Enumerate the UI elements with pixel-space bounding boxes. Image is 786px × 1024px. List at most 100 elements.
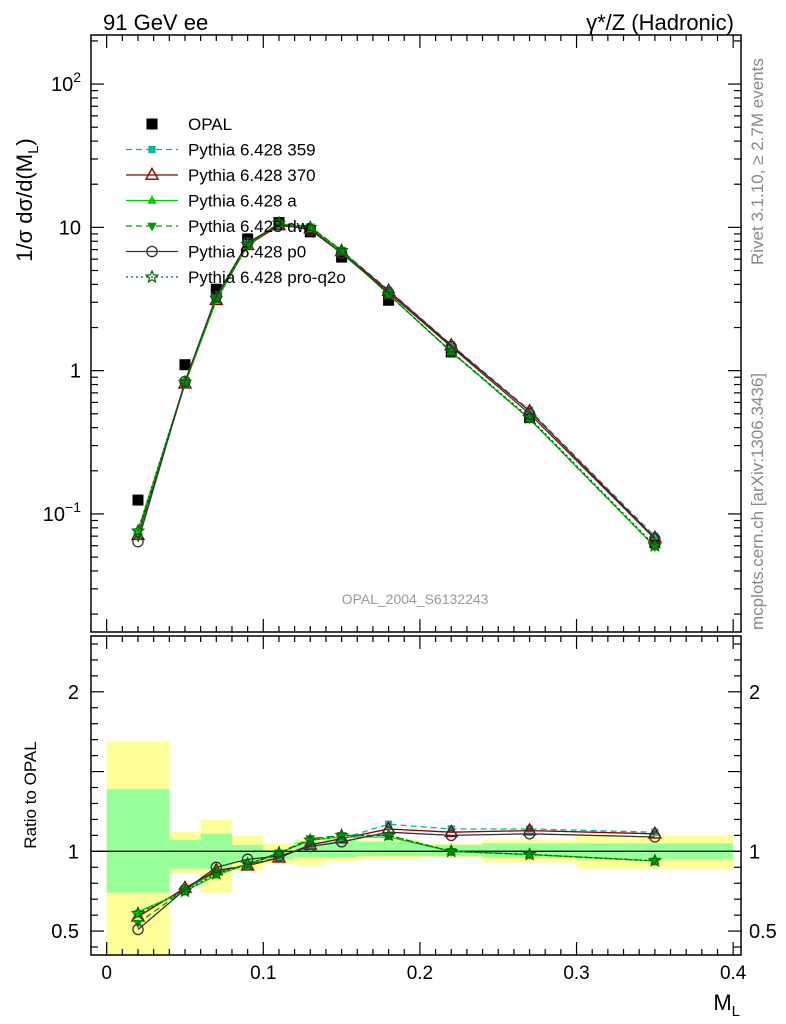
y-tick-label: 102 bbox=[51, 69, 81, 96]
data-point bbox=[179, 359, 191, 371]
ratio-point bbox=[522, 846, 537, 861]
ratio-y-tick-label: 1 bbox=[68, 841, 79, 863]
legend-label: Pythia 6.428 a bbox=[188, 192, 297, 211]
legend-entry: Pythia 6.428 p0 bbox=[126, 243, 306, 262]
data-point bbox=[383, 294, 395, 306]
data-point bbox=[647, 538, 663, 552]
ratio-point bbox=[650, 857, 660, 867]
header-left: 91 GeV ee bbox=[103, 10, 208, 35]
main-series-0 bbox=[132, 217, 661, 549]
ratio-point bbox=[446, 848, 457, 857]
x-axis-label: ML bbox=[713, 990, 740, 1020]
ratio-point bbox=[381, 827, 396, 842]
ratio-point bbox=[210, 861, 223, 874]
legend-entry: OPAL bbox=[146, 115, 232, 134]
ratio-y-tick-label: 0.5 bbox=[51, 921, 79, 943]
data-point bbox=[304, 224, 317, 236]
ratio-point bbox=[273, 850, 285, 862]
x-tick-label: 0 bbox=[101, 963, 112, 984]
x-tick-label: 0.3 bbox=[563, 963, 589, 984]
data-point bbox=[383, 291, 394, 300]
analysis-watermark: OPAL_2004_S6132243 bbox=[342, 591, 489, 607]
ratio-y-tick-label: 2 bbox=[68, 682, 79, 704]
legend-label: OPAL bbox=[188, 115, 232, 134]
data-point bbox=[240, 236, 255, 251]
ratio-point bbox=[335, 836, 348, 848]
ratio-point bbox=[209, 866, 224, 880]
ratio-line bbox=[137, 831, 655, 930]
data-point bbox=[336, 251, 348, 263]
ratio-point bbox=[649, 831, 661, 843]
data-point bbox=[303, 219, 318, 234]
legend-entry: Pythia 6.428 dw bbox=[126, 217, 310, 236]
data-point bbox=[649, 533, 661, 545]
ratio-plot-panel: 0.5 0.5 1 1 2 2 0 0.1 0.2 0.3 0.4 bbox=[51, 635, 777, 984]
ratio-point bbox=[271, 845, 287, 860]
legend: OPAL Pythia 6.428 359 Pythia 6.428 370 Pyth… bbox=[126, 115, 346, 287]
ratio-point bbox=[447, 825, 455, 833]
ratio-point bbox=[444, 843, 459, 858]
side-label-mcplots: mcplots.cern.ch [arXiv:1306.3436] bbox=[748, 373, 767, 630]
ratio-point bbox=[523, 828, 536, 840]
ratio-point bbox=[211, 868, 222, 878]
ratio-point bbox=[132, 923, 144, 936]
ratio-y-tick-label-right: 0.5 bbox=[749, 921, 777, 943]
ratio-point bbox=[445, 829, 457, 842]
main-plot-frame bbox=[90, 34, 742, 633]
ratio-point bbox=[305, 835, 316, 844]
ratio-point bbox=[240, 856, 255, 871]
y-tick-label: 10−1 bbox=[43, 499, 81, 526]
ratio-y-tick-label-right: 1 bbox=[749, 841, 760, 863]
series-line bbox=[137, 222, 656, 547]
data-point bbox=[242, 241, 253, 251]
legend-marker bbox=[146, 118, 158, 130]
data-point bbox=[132, 535, 144, 548]
legend-marker bbox=[144, 269, 160, 284]
main-ylabel: 1/σ dσ/d(ML) bbox=[12, 138, 42, 262]
data-point bbox=[271, 215, 287, 230]
legend-entry: Pythia 6.428 370 bbox=[126, 166, 316, 185]
ratio-point bbox=[382, 826, 395, 838]
data-point bbox=[177, 374, 193, 389]
ratio-plot-frame bbox=[90, 635, 742, 956]
legend-marker bbox=[147, 195, 157, 204]
main-plot-panel: 10−1 1 10 102 bbox=[43, 34, 742, 633]
ratio-point bbox=[647, 853, 663, 867]
ratio-line bbox=[137, 834, 655, 915]
stat-uncertainty-band bbox=[357, 841, 420, 857]
side-label-rivet: Rivet 3.1.10, ≥ 2.7M events bbox=[748, 58, 767, 265]
legend-marker bbox=[146, 245, 158, 258]
data-point bbox=[132, 494, 144, 506]
ratio-ylabel: Ratio to OPAL bbox=[21, 741, 40, 848]
ratio-point bbox=[133, 906, 143, 916]
legend-label: Pythia 6.428 pro-q2o bbox=[188, 268, 346, 287]
data-point bbox=[211, 294, 222, 304]
stat-uncertainty-band bbox=[169, 840, 201, 869]
stat-uncertainty-band bbox=[325, 840, 358, 858]
legend-marker bbox=[144, 166, 160, 180]
stat-uncertainty-band bbox=[106, 789, 170, 893]
ratio-point bbox=[130, 905, 146, 920]
data-point bbox=[443, 343, 459, 358]
ratio-point bbox=[334, 827, 349, 842]
y-tick-label: 1 bbox=[70, 361, 81, 383]
ratio-point bbox=[304, 840, 317, 853]
legend-label: Pythia 6.428 dw bbox=[188, 217, 310, 236]
uncertainty-bands bbox=[106, 741, 734, 955]
data-point bbox=[335, 247, 348, 259]
legend-label: Pythia 6.428 359 bbox=[188, 141, 316, 160]
ratio-point bbox=[524, 851, 535, 860]
ratio-line bbox=[137, 828, 655, 918]
legend-label: Pythia 6.428 370 bbox=[188, 166, 316, 185]
legend-label: Pythia 6.428 p0 bbox=[188, 243, 306, 262]
ratio-point bbox=[384, 820, 393, 828]
data-point bbox=[334, 242, 349, 257]
data-point bbox=[209, 290, 224, 305]
series-line bbox=[137, 224, 656, 537]
legend-marker bbox=[148, 145, 156, 154]
ratio-y-tick-label-right: 2 bbox=[749, 682, 760, 704]
y-tick-label: 10 bbox=[59, 217, 81, 239]
legend-marker bbox=[147, 222, 157, 232]
x-tick-label: 0.2 bbox=[407, 963, 433, 984]
ratio-point bbox=[177, 883, 193, 898]
